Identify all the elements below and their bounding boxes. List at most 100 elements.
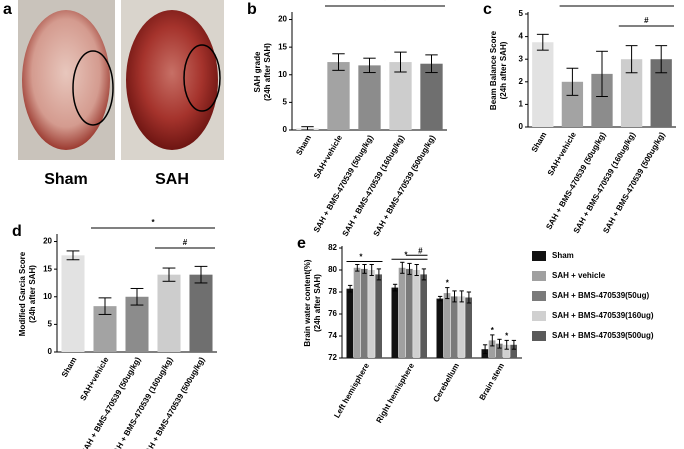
y-axis-label: SAH grade [253, 51, 262, 92]
bar [368, 270, 375, 358]
bar [61, 255, 85, 352]
annotation: * [359, 253, 363, 262]
x-tick-label: SAH + BMS-470539 (160ug/kg) [341, 133, 407, 238]
bar [532, 42, 554, 127]
legend-swatch [532, 311, 546, 321]
y-tick-label: 5 [283, 97, 288, 106]
circle-sah [183, 44, 221, 112]
annotation: # [644, 16, 649, 25]
bar [465, 297, 472, 358]
bar [353, 267, 361, 358]
bar [443, 293, 451, 358]
y-tick-label: 3 [519, 54, 524, 63]
annotation: * [151, 218, 155, 227]
error-bar [347, 284, 353, 293]
error-bar [194, 265, 208, 284]
bar [360, 268, 368, 358]
y-tick-label: 74 [328, 331, 337, 340]
x-tick-label: SAH + BMS-470539 (160ug/kg) [109, 355, 175, 449]
x-tick-label: SAH + BMS-470539 (160ug/kg) [572, 130, 638, 235]
caption: Sham [44, 171, 88, 188]
y-tick-label: 4 [519, 32, 524, 41]
error-bar [394, 51, 407, 73]
x-tick-label: Sham [530, 131, 549, 154]
x-tick-label: SAH + BMS-470539 (500ug/kg) [601, 130, 667, 235]
error-bar [332, 53, 345, 71]
bar [327, 62, 350, 130]
legend-label: Sham [552, 251, 574, 260]
y-tick-label: 80 [328, 265, 337, 274]
y-tick-label: 10 [43, 292, 52, 301]
error-bar [301, 126, 314, 131]
panel-label: e [297, 235, 306, 252]
bar [125, 296, 149, 352]
error-bar [536, 33, 549, 51]
y-tick-label: 78 [328, 287, 337, 296]
bar [398, 267, 406, 358]
x-tick-label: Cerebellum [431, 362, 461, 404]
error-bar [162, 267, 176, 282]
y-axis-label: (24h after SAH) [28, 265, 37, 323]
y-tick-label: 0 [283, 125, 288, 134]
error-bar [437, 295, 443, 302]
bar [413, 270, 420, 358]
x-tick-label: SAH+vehicle [546, 130, 578, 177]
x-tick-label: Brain stem [478, 362, 506, 402]
x-tick-label: SAH + BMS-470539 (50ug/kg) [544, 130, 607, 231]
y-tick-label: 0 [519, 122, 524, 131]
error-bar [482, 344, 488, 355]
error-bar [596, 50, 608, 97]
legend-swatch [532, 291, 546, 301]
annotation: * [383, 0, 387, 5]
annotation: * [491, 326, 495, 335]
legend-label: SAH + vehicle [552, 271, 606, 280]
bar [375, 274, 382, 358]
legend-swatch [532, 271, 546, 281]
error-bar [66, 250, 80, 261]
bar [620, 59, 643, 128]
y-tick-label: 10 [278, 70, 287, 79]
x-tick-label: Sham [294, 134, 313, 157]
x-tick-label: SAH + BMS-470539 (50ug/kg) [79, 355, 142, 449]
error-bar [504, 339, 509, 350]
y-axis-label: Brain water content(%) [303, 259, 312, 346]
y-tick-label: 20 [278, 15, 287, 24]
legend-label: SAH + BMS-470539(160ug) [552, 311, 654, 320]
error-bar [98, 297, 112, 315]
circle-sham [72, 50, 114, 126]
y-tick-label: 5 [48, 319, 53, 328]
bar [450, 296, 458, 358]
y-tick-label: 72 [328, 353, 337, 362]
y-axis-label: Modified Garcia Score [18, 251, 27, 336]
x-tick-label: SAH + BMS-470539 (500ug/kg) [372, 133, 438, 238]
x-tick-label: Sham [60, 356, 79, 379]
bar [420, 274, 427, 358]
legend-label: SAH + BMS-470539(50ug) [552, 291, 649, 300]
bar [503, 344, 510, 358]
error-bar [414, 264, 419, 276]
error-bar [466, 291, 472, 304]
error-bar [566, 67, 579, 96]
bar [93, 306, 117, 352]
x-tick-label: SAH+vehicle [312, 133, 344, 180]
bar [591, 73, 613, 127]
error-bar [445, 287, 450, 300]
y-tick-label: 2 [519, 77, 524, 86]
annotation: # [418, 246, 423, 255]
panel-label: c [483, 1, 492, 18]
bar [189, 274, 213, 352]
bar [495, 343, 503, 358]
error-bar [511, 339, 517, 350]
bar [420, 63, 443, 130]
y-tick-label: 20 [43, 237, 52, 246]
annotation: * [446, 279, 450, 288]
bar [650, 59, 672, 128]
y-axis-label: (24h after SAH) [499, 41, 508, 99]
error-bar [400, 261, 405, 274]
x-tick-label: SAH + BMS-470539 (500ug/kg) [141, 355, 207, 449]
bar [488, 340, 496, 358]
x-tick-label: Left hemisphere [332, 361, 371, 419]
panel-label: d [12, 223, 22, 240]
y-tick-label: 76 [328, 309, 337, 318]
